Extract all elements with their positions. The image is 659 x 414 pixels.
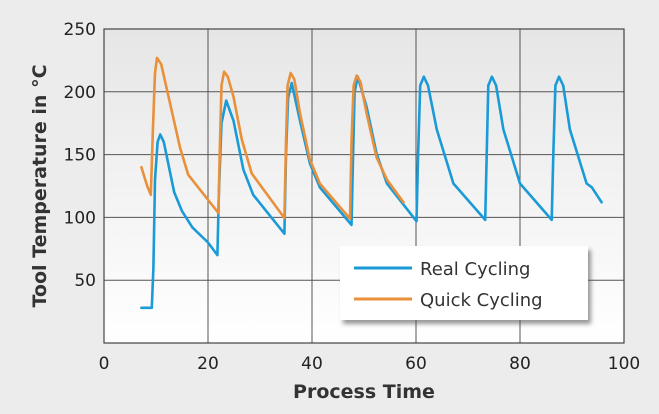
x-tick-label: 0	[99, 354, 110, 374]
y-tick-label: 250	[64, 20, 96, 40]
x-tick-label: 80	[509, 354, 531, 374]
legend-label-real-cycling: Real Cycling	[420, 259, 530, 280]
plot-border	[103, 28, 625, 344]
y-tick-label: 150	[64, 146, 96, 166]
x-tick-label: 20	[197, 354, 219, 374]
series-line-real-cycling	[140, 75, 603, 310]
x-tick-label: 100	[608, 354, 640, 374]
legend-box	[340, 246, 588, 320]
legend: Real Cycling Quick Cycling	[340, 246, 588, 320]
x-axis-label: Process Time	[293, 381, 435, 403]
series-line-quick-cycling	[140, 56, 405, 220]
y-tick-label: 200	[64, 83, 96, 103]
y-tick-label: 100	[64, 208, 96, 228]
x-tick-label: 60	[405, 354, 427, 374]
x-tick-label: 40	[301, 354, 323, 374]
y-axis-label: Tool Temperature in °C	[29, 64, 51, 307]
y-tick-label: 50	[74, 271, 96, 291]
legend-label-quick-cycling: Quick Cycling	[420, 290, 543, 311]
